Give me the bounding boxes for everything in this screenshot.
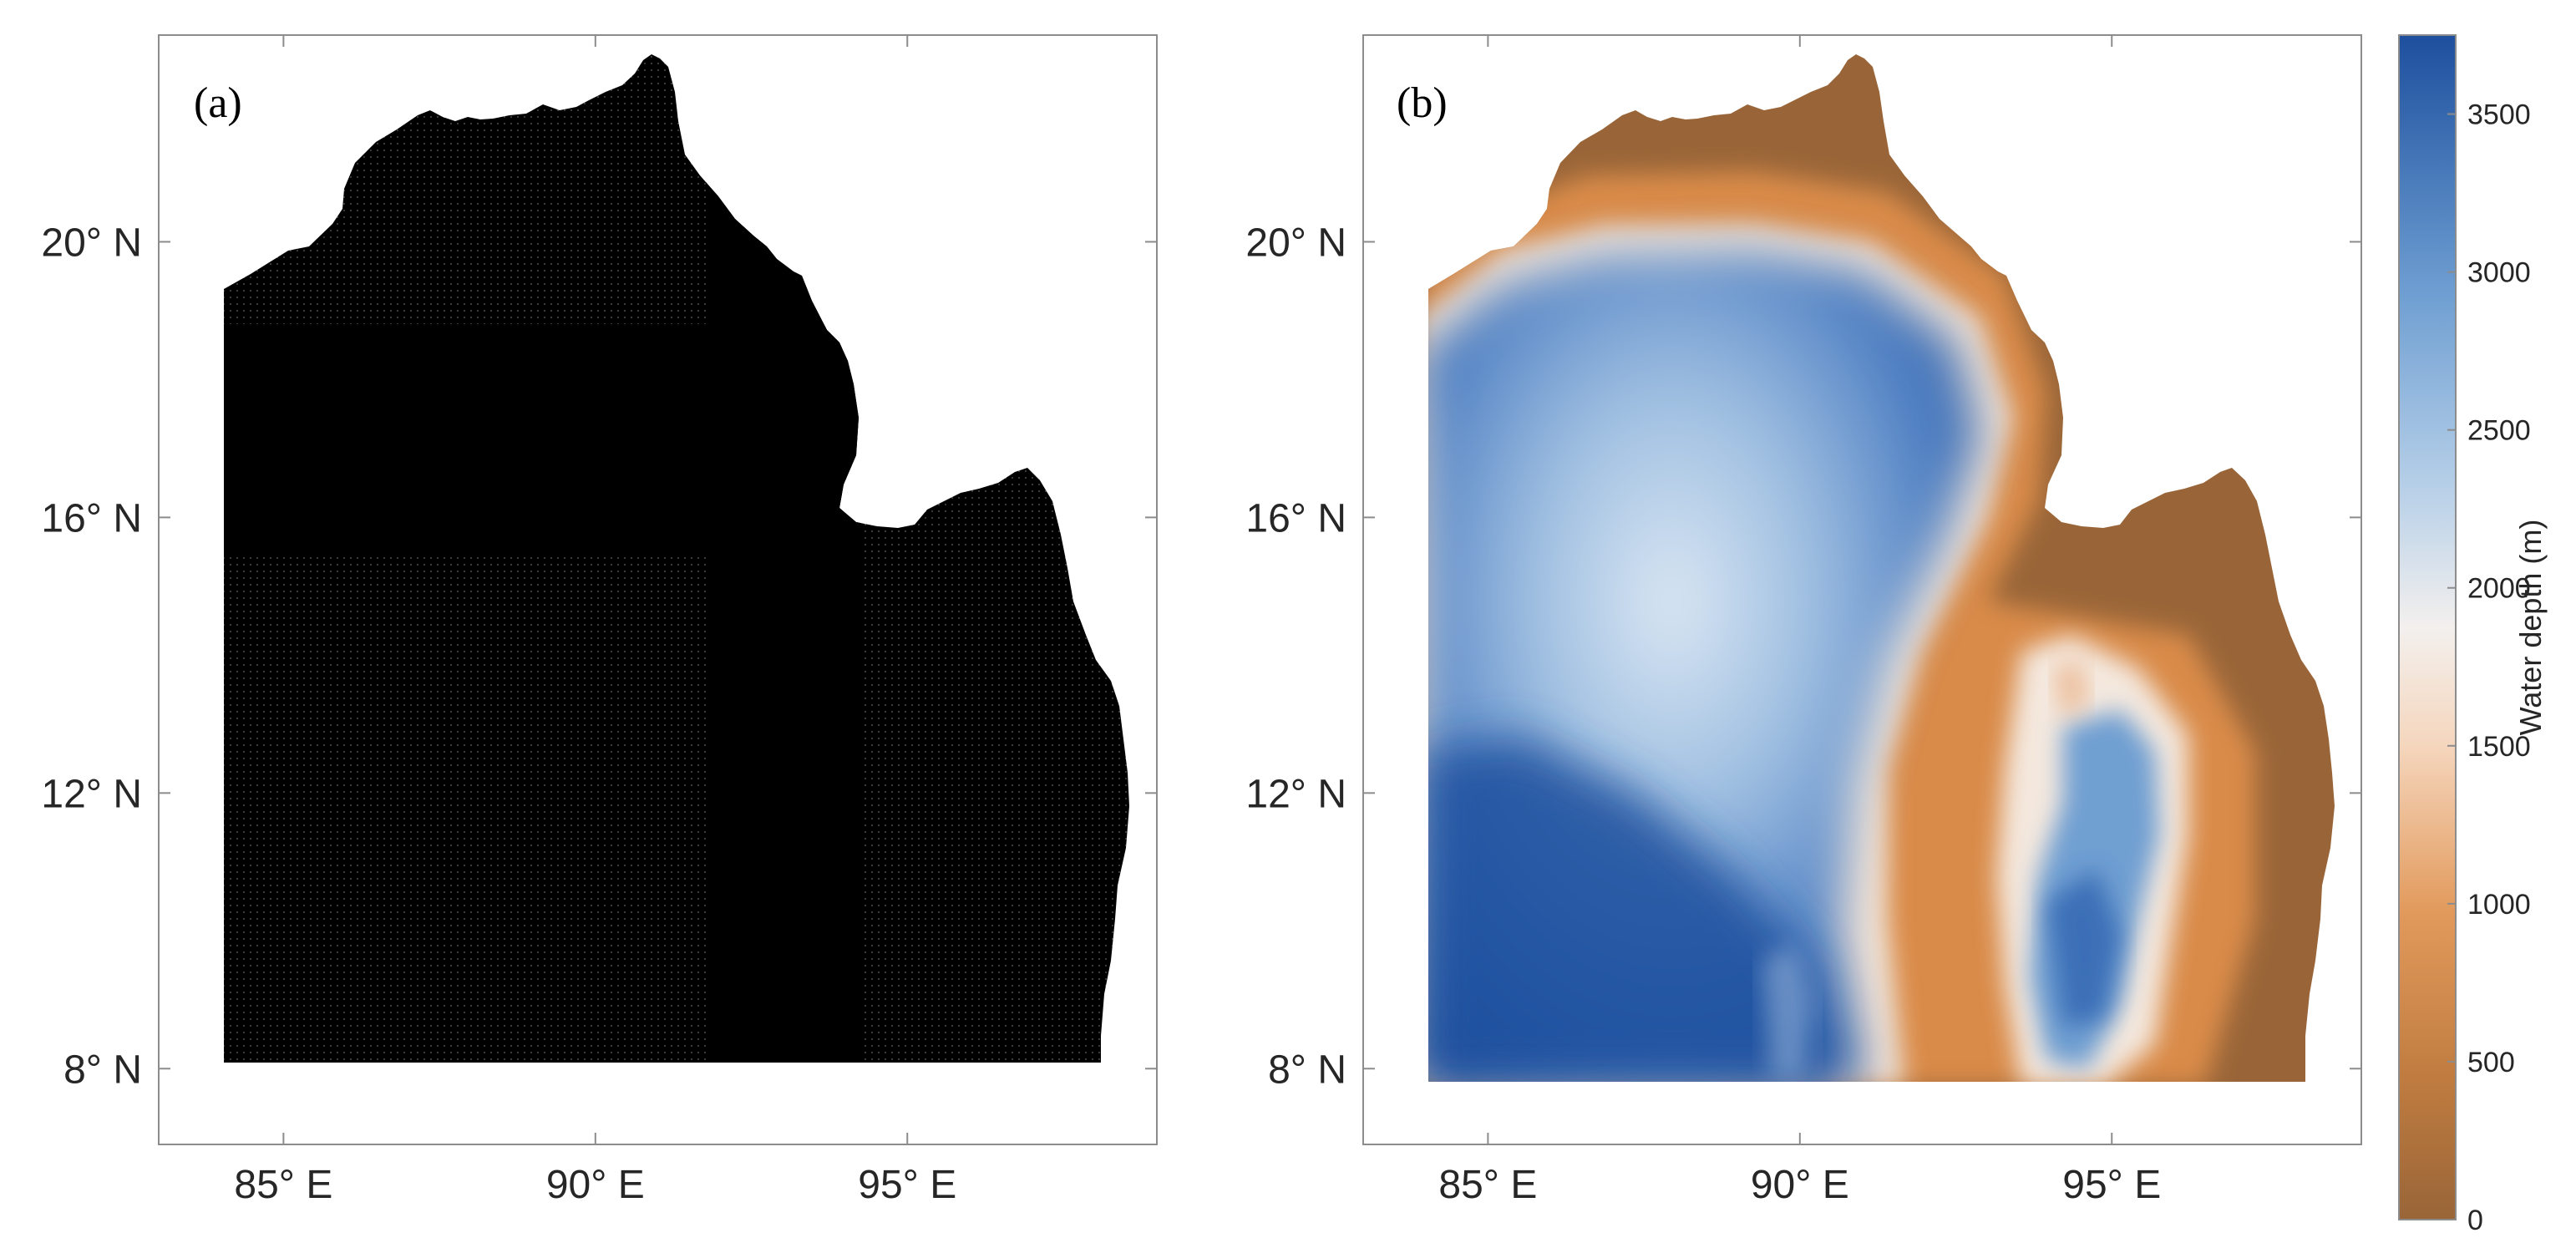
panel-a-y-tick-label: 20° N bbox=[41, 221, 142, 265]
panel-b-bathymetry-field bbox=[1428, 54, 2335, 1082]
panel-b-x-tick-label: 95° E bbox=[2062, 1163, 2161, 1207]
panel-b-y-axis: 20° N 16° N 12° N 8° N bbox=[1245, 221, 2361, 1092]
panel-a-y-tick-label: 8° N bbox=[63, 1048, 142, 1092]
panel-b-y-tick-label: 20° N bbox=[1245, 221, 1346, 265]
panel-b-y-tick-label: 8° N bbox=[1268, 1048, 1346, 1092]
colorbar-ticks: 3500 3000 2500 2000 1500 1000 500 0 bbox=[2447, 99, 2531, 1236]
colorbar-tick-label: 3000 bbox=[2467, 257, 2531, 289]
colorbar-gradient bbox=[2398, 34, 2457, 1220]
colorbar-tick-label: 3500 bbox=[2467, 99, 2531, 131]
colorbar-tick-label: 1500 bbox=[2467, 731, 2531, 763]
colorbar-title: Water depth (m) bbox=[2513, 520, 2548, 736]
panel-a-label: (a) bbox=[194, 79, 242, 127]
panel-a-x-tick-label: 85° E bbox=[234, 1163, 332, 1207]
panel-a-grid-map: (a) 85° E 90° E 95° E 20° N 16° N 12° N 8° N bbox=[41, 34, 1158, 1207]
panel-b-label: (b) bbox=[1397, 79, 1448, 127]
panel-a-y-tick-label: 12° N bbox=[41, 772, 142, 816]
panel-a-y-axis: 20° N 16° N 12° N 8° N bbox=[41, 221, 1157, 1092]
panel-b-y-tick-label: 16° N bbox=[1245, 496, 1346, 540]
colorbar-tick-label: 1000 bbox=[2467, 889, 2531, 921]
colorbar-tick-label: 2500 bbox=[2467, 415, 2531, 447]
colorbar-tick-label: 500 bbox=[2467, 1047, 2515, 1078]
panel-a-x-tick-label: 95° E bbox=[858, 1163, 956, 1207]
panel-b-x-axis: 85° E 90° E 95° E bbox=[1438, 35, 2161, 1207]
colorbar-tick-label: 2000 bbox=[2467, 573, 2531, 605]
panel-b-x-tick-label: 85° E bbox=[1438, 1163, 1537, 1207]
panel-b-bathymetry-map: (b) 85° E 90° E 95° E 20° N 16° N 12° N 8° N bbox=[1245, 34, 2362, 1207]
panel-b-y-tick-label: 12° N bbox=[1245, 772, 1346, 816]
panel-a-x-tick-label: 90° E bbox=[546, 1163, 645, 1207]
panel-b-x-tick-label: 90° E bbox=[1751, 1163, 1849, 1207]
colorbar: 3500 3000 2500 2000 1500 1000 500 0 Water depth… bbox=[2398, 34, 2548, 1236]
panel-a-y-tick-label: 16° N bbox=[41, 496, 142, 540]
colorbar-tick-label: 0 bbox=[2467, 1205, 2483, 1236]
panel-a-x-axis: 85° E 90° E 95° E bbox=[234, 35, 956, 1207]
